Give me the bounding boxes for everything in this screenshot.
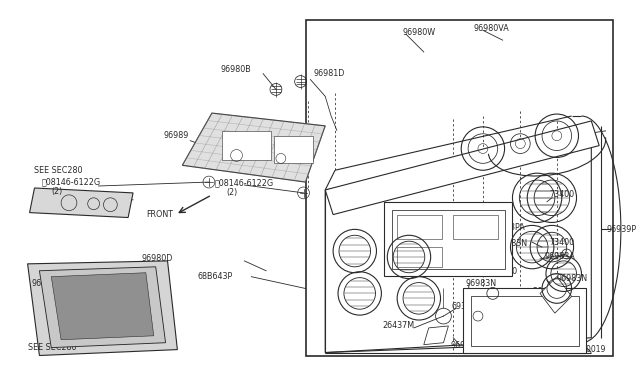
Text: 26437M: 26437M [382,321,415,330]
Polygon shape [325,121,599,215]
Text: 69373: 69373 [451,302,477,311]
Text: 96983A: 96983A [451,341,481,350]
Bar [453,215,498,239]
Text: R9700019: R9700019 [566,345,606,354]
Bar [385,202,513,276]
Text: 68B643P: 68B643P [197,272,232,281]
Text: 96939P: 96939P [606,225,636,234]
Polygon shape [51,273,154,340]
Bar [392,210,504,269]
Text: Ⓝ08146-6122G: Ⓝ08146-6122G [42,177,100,186]
Text: 96980VA: 96980VA [473,24,509,33]
Text: SEE SEC280: SEE SEC280 [28,343,76,352]
Text: 96983A: 96983A [545,253,576,262]
Bar [463,289,586,353]
Polygon shape [325,145,591,353]
Bar [471,296,579,346]
Text: 96980B: 96980B [221,65,252,74]
Text: FRONT: FRONT [146,210,173,219]
Text: SEE SEC280: SEE SEC280 [35,166,83,175]
Text: 96985M: 96985M [532,302,564,311]
Text: 96983N: 96983N [465,279,496,288]
Polygon shape [28,261,177,356]
Text: Ⓝ08146-6122G: Ⓝ08146-6122G [215,179,274,187]
Text: 96983N: 96983N [497,239,528,248]
Text: 73400: 73400 [493,267,518,276]
Text: (2): (2) [227,188,238,198]
Text: 73400: 73400 [549,190,574,199]
Text: 96981D: 96981D [314,69,345,78]
Bar [305,20,613,356]
Text: (2): (2) [51,187,63,196]
Text: 96983N: 96983N [557,274,588,283]
Text: 73400: 73400 [549,238,574,247]
Text: 68643PA: 68643PA [491,223,525,232]
Polygon shape [424,326,449,345]
Text: 96998P: 96998P [31,279,61,288]
Polygon shape [540,277,572,313]
Text: 96980W: 96980W [402,28,435,37]
Text: 96980D: 96980D [141,254,172,263]
Polygon shape [182,113,325,182]
Bar [397,247,442,267]
Text: 26437M: 26437M [532,287,564,296]
Text: 96989: 96989 [164,131,189,140]
Bar [221,131,271,160]
Polygon shape [40,267,166,347]
Polygon shape [29,188,133,218]
Bar [274,136,314,163]
Bar [397,215,442,239]
